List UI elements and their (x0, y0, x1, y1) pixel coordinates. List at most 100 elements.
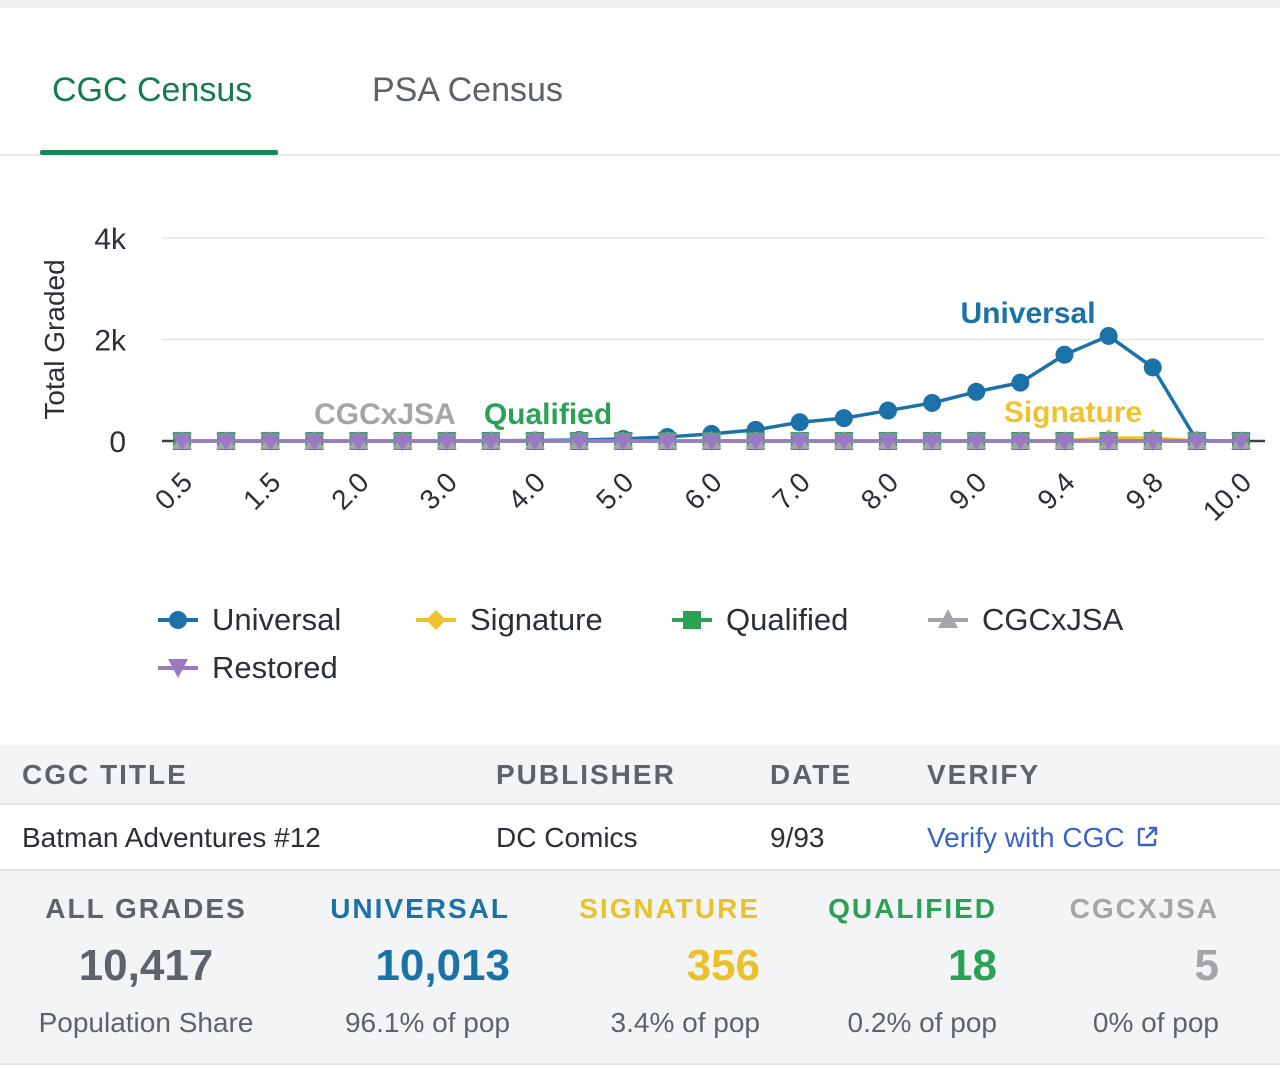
legend-square-icon (672, 611, 712, 629)
data-point-restored (789, 433, 810, 451)
y-tick-label: 4k (94, 223, 127, 256)
stat-label: UNIVERSAL (330, 893, 510, 924)
data-point-restored (745, 433, 766, 451)
data-point-restored (613, 433, 634, 451)
x-tick-label: 9.8 (1120, 466, 1169, 515)
x-tick-label: 2.0 (325, 466, 374, 515)
data-point-restored (569, 433, 590, 451)
data-point-restored (392, 433, 413, 451)
y-tick-label: 2k (94, 325, 127, 358)
stat-share: 0% of pop (1092, 1007, 1219, 1038)
data-point-restored (260, 433, 281, 451)
comic-title: Batman Adventures #12 (22, 822, 321, 853)
data-point-universal (834, 409, 853, 428)
stat-value: 5 (1194, 941, 1219, 990)
data-point-restored (833, 433, 854, 451)
data-point-restored (480, 433, 501, 451)
stat-share: 3.4% of pop (610, 1007, 760, 1038)
legend-label: Restored (212, 650, 338, 685)
data-point-restored (1054, 433, 1075, 451)
data-point-restored (348, 433, 369, 451)
publisher-value: DC Comics (496, 822, 638, 853)
data-point-restored (1142, 433, 1163, 451)
stat-value: 356 (686, 941, 760, 990)
data-point-restored (1231, 433, 1251, 451)
data-point-restored (657, 433, 678, 451)
stat-label: SIGNATURE (579, 893, 760, 924)
series-annotation: CGCxJSA (314, 398, 456, 431)
data-point-restored (304, 433, 325, 451)
x-tick-label: 4.0 (502, 466, 551, 515)
header-publisher: PUBLISHER (496, 759, 676, 790)
legend-item-universal[interactable]: Universal (156, 598, 376, 642)
stat-qualified: QUALIFIED 18 0.2% of pop (757, 871, 997, 1067)
info-table-row: Batman Adventures #12 DC Comics 9/93 Ver… (0, 807, 1280, 869)
data-point-restored (966, 433, 987, 451)
stat-value: 18 (948, 941, 997, 990)
active-tab-indicator (40, 150, 278, 155)
census-tabs: CGC Census PSA Census (0, 8, 1280, 156)
legend-item-restored[interactable]: Restored (156, 646, 376, 690)
series-annotation: Universal (960, 297, 1095, 330)
x-tick-label: 0.5 (149, 466, 198, 515)
x-tick-label: 9.4 (1031, 466, 1080, 515)
x-tick-label: 10.0 (1197, 466, 1257, 526)
data-point-restored (922, 433, 943, 451)
stat-all-grades: ALL GRADES 10,417 Population Share (24, 871, 268, 1067)
legend-item-qualified[interactable]: Qualified (670, 598, 890, 642)
header-verify: VERIFY (927, 759, 1041, 790)
y-axis-title: Total Graded (39, 259, 70, 419)
y-tick-label: 0 (109, 426, 126, 459)
census-line-chart: 0 2k 4k Total Graded 0.5 1.5 2.0 3.0 4.0 5.0 6.0 7.… (39, 223, 1265, 527)
data-point-restored (701, 433, 722, 451)
data-point-universal (1055, 345, 1074, 364)
legend-item-signature[interactable]: Signature (414, 598, 634, 642)
stat-label: ALL GRADES (45, 893, 247, 924)
legend-circle-icon (158, 611, 198, 629)
x-tick-label: 5.0 (590, 466, 639, 515)
data-point-universal (1143, 358, 1162, 377)
stat-cgcxjsa: CGCXJSA 5 0% of pop (979, 871, 1219, 1067)
stat-universal: UNIVERSAL 10,013 96.1% of pop (270, 871, 510, 1067)
stat-value: 10,013 (375, 941, 510, 990)
stat-share: Population Share (38, 1007, 254, 1038)
legend-triangle-down-icon (158, 659, 198, 678)
data-point-universal (967, 382, 986, 401)
legend-triangle-icon (928, 609, 968, 628)
data-point-universal (1099, 326, 1118, 345)
verify-with-cgc-link[interactable]: Verify with CGC (927, 807, 1159, 869)
info-table-header: CGC TITLE PUBLISHER DATE VERIFY (0, 745, 1280, 805)
series-annotation: Signature (1004, 396, 1142, 429)
verify-link-label: Verify with CGC (927, 822, 1125, 853)
x-tick-label: 1.5 (237, 466, 286, 515)
legend-label: Universal (212, 602, 342, 637)
legend-item-cgcxjsa[interactable]: CGCxJSA (926, 598, 1176, 642)
x-tick-label: 8.0 (855, 466, 904, 515)
x-tick-label: 9.0 (943, 466, 992, 515)
population-stats: ALL GRADES 10,417 Population Share UNIVE… (0, 869, 1280, 1065)
header-date: DATE (770, 759, 853, 790)
data-point-restored (1186, 433, 1207, 451)
tab-cgc-census[interactable]: CGC Census (52, 71, 253, 109)
data-point-universal (879, 401, 897, 420)
stat-share: 0.2% of pop (847, 1007, 997, 1038)
stat-label: QUALIFIED (828, 893, 997, 924)
data-point-universal (923, 393, 942, 412)
data-point-restored (878, 433, 898, 451)
data-point-restored (216, 433, 237, 451)
series-annotation: Qualified (484, 398, 612, 431)
stat-label: CGCXJSA (1069, 893, 1219, 924)
legend-label: Signature (470, 602, 603, 637)
data-point-restored (1010, 433, 1031, 451)
stat-signature: SIGNATURE 356 3.4% of pop (520, 871, 760, 1067)
stat-value: 10,417 (78, 941, 214, 990)
tab-psa-census[interactable]: PSA Census (372, 71, 563, 109)
external-link-icon (1137, 826, 1157, 846)
header-cgc-title: CGC TITLE (22, 759, 188, 790)
legend-diamond-icon (416, 610, 456, 630)
legend-label: Qualified (726, 602, 849, 637)
data-point-universal (1011, 373, 1030, 392)
data-point-restored (1098, 433, 1119, 451)
data-point-restored (172, 433, 192, 451)
